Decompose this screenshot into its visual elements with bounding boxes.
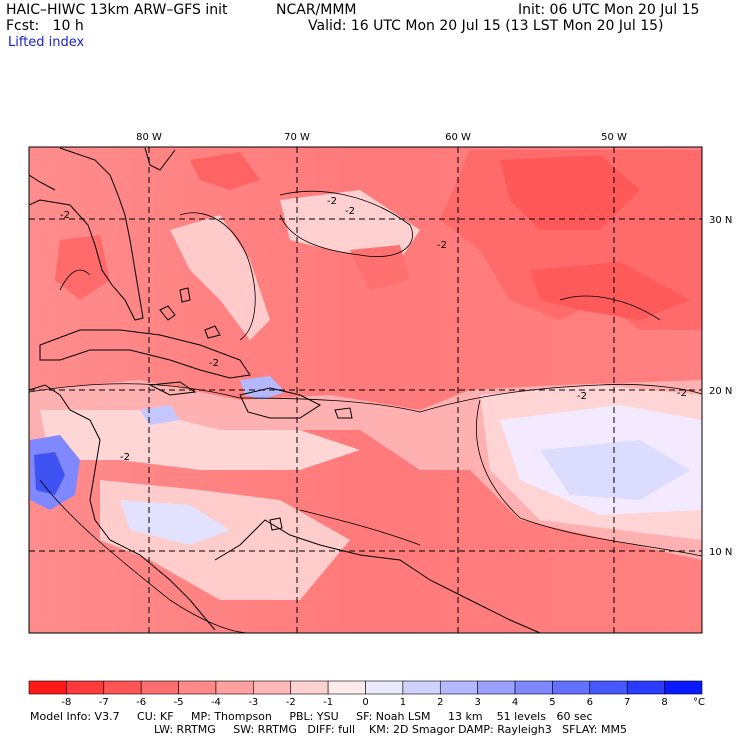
- contour-label-group: -2 -2 -2 -2 -2 -2 -2 -2: [60, 196, 687, 463]
- colorbar-tick-label: 4: [512, 697, 518, 708]
- colorbar-swatch: [664, 680, 703, 695]
- field-region: [170, 215, 270, 340]
- colorbar-tick-label: -2: [286, 697, 296, 708]
- colorbar-tick-label: 7: [624, 697, 630, 708]
- field-region: [500, 155, 640, 230]
- colorbar-tick-label: 5: [549, 697, 555, 708]
- colorbar-swatch: [477, 680, 516, 695]
- colorbar-swatch: [626, 680, 665, 695]
- colorbar-swatch: [215, 680, 254, 695]
- field-region: [280, 190, 420, 260]
- colorbar-swatch: [253, 680, 292, 695]
- lon-label: 60 W: [445, 132, 471, 143]
- contour-label: -2: [437, 240, 447, 251]
- colorbar-tick-label: 8: [661, 697, 667, 708]
- contour-label: -2: [120, 452, 130, 463]
- lon-label: 80 W: [136, 132, 162, 143]
- colorbar-swatch: [290, 680, 329, 695]
- lat-label: 20 N: [709, 386, 732, 397]
- lon-label: 70 W: [284, 132, 310, 143]
- colorbar-tick-label: -5: [174, 697, 184, 708]
- colorbar-tick-label: 2: [437, 697, 443, 708]
- colorbar-tick-label: -6: [136, 697, 146, 708]
- colorbar-tick-label: -4: [211, 697, 221, 708]
- colorbar-swatch: [402, 680, 441, 695]
- contour-label: -2: [677, 388, 687, 399]
- field-name: Lifted index: [8, 35, 85, 50]
- map-frame: [28, 146, 703, 634]
- model-title: HAIC–HIWC 13km ARW–GFS init: [6, 2, 228, 18]
- colorbar-swatch: [178, 680, 217, 695]
- graticule: [29, 147, 702, 633]
- colorbar-swatch: [514, 680, 553, 695]
- colorbar-tick-label: 3: [474, 697, 480, 708]
- field-region: [240, 376, 285, 400]
- contour-label: -2: [60, 210, 70, 221]
- lat-label: 10 N: [709, 547, 732, 558]
- field-region: [34, 452, 65, 495]
- colorbar-tick-label: -3: [248, 697, 258, 708]
- field-region: [40, 410, 360, 470]
- field-region: [530, 262, 690, 320]
- colorbar-tick-label: 1: [400, 697, 406, 708]
- lon-label: 50 W: [601, 132, 627, 143]
- field-region: [540, 440, 690, 500]
- contour-label: -2: [327, 196, 337, 207]
- colorbar-swatch: [552, 680, 591, 695]
- contour-label: -2: [209, 358, 219, 369]
- field-region: [120, 500, 230, 545]
- model-info-line-1: Model Info: V3.7 CU: KF MP: Thompson PBL…: [30, 710, 593, 723]
- field-region: [350, 245, 410, 290]
- lat-label: 30 N: [709, 215, 732, 226]
- colorbar-ticks: -8 -7 -6 -5 -4 -3 -2 -1 0 1 2 3 4 5 6 7 8: [61, 697, 667, 708]
- colorbar-swatch: [140, 680, 179, 695]
- contours: [29, 190, 702, 633]
- org-label: NCAR/MMM: [276, 2, 357, 18]
- colorbar: [28, 680, 703, 695]
- colorbar-swatch: [365, 680, 404, 695]
- coastlines: [29, 147, 541, 633]
- valid-time: Valid: 16 UTC Mon 20 Jul 15 (13 LST Mon …: [308, 18, 664, 34]
- contour-label: -2: [577, 391, 587, 402]
- colorbar-swatch: [589, 680, 628, 695]
- colorbar-tick-label: -8: [61, 697, 71, 708]
- colorbar-swatch: [439, 680, 478, 695]
- colorbar-unit: °C: [693, 697, 705, 708]
- init-time: Init: 06 UTC Mon 20 Jul 15: [518, 2, 700, 18]
- colorbar-swatch: [66, 680, 105, 695]
- colorbar-tick-label: 6: [587, 697, 593, 708]
- contour-label: -2: [345, 206, 355, 217]
- colorbar-swatch: [28, 680, 67, 695]
- colorbar-tick-label: -1: [323, 697, 333, 708]
- forecast-hour: Fcst: 10 h: [6, 18, 84, 34]
- field-region: [190, 152, 260, 190]
- model-info-line-2: LW: RRTMG SW: RRTMG DIFF: full KM: 2D Sm…: [154, 723, 627, 736]
- colorbar-swatch: [103, 680, 142, 695]
- colorbar-swatch: [327, 680, 366, 695]
- field-region: [140, 405, 180, 425]
- colorbar-tick-label: 0: [362, 697, 368, 708]
- colorbar-tick-label: -7: [99, 697, 109, 708]
